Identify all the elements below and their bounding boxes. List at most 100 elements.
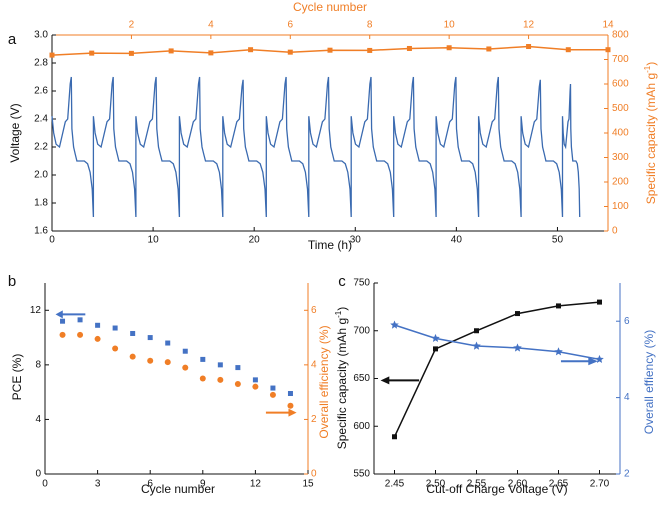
panel-a-y2tick-label: 400 — [612, 128, 629, 139]
panel-c-xtick-label: 2.65 — [549, 479, 569, 490]
panel-b-efficiency-point — [234, 380, 241, 387]
panel-b-efficiency-point — [112, 345, 119, 352]
panel-a-xtick-label: 0 — [49, 235, 55, 246]
panel-c-efficiency-point — [595, 354, 604, 363]
panel-a-y2tick-label: 700 — [612, 54, 629, 65]
panel-a-x2tick-label: 6 — [288, 20, 294, 31]
panel-a-xtick-label: 20 — [249, 235, 261, 246]
panel-a-y2tick-label: 200 — [612, 177, 629, 188]
panel-c-capacity-point — [556, 303, 561, 309]
panel-a-capacity-point — [89, 50, 95, 56]
panel-b-efficiency-point — [182, 364, 189, 371]
panel-a-y2tick-label: 0 — [612, 226, 618, 237]
panel-a-y2tick-label: 800 — [612, 30, 629, 41]
panel-c-y2label: Overall effiency (%) — [642, 330, 656, 434]
panel-c-ytick-label: 750 — [353, 278, 370, 289]
panel-a-x2tick-label: 4 — [208, 20, 214, 31]
panel-c-capacity-point — [392, 434, 397, 440]
panel-a-capacity-point — [526, 44, 532, 50]
panel-c-capacity-point — [515, 311, 520, 317]
panel-a-capacity-point — [486, 46, 492, 52]
panel-c-y2tick-label: 4 — [624, 392, 630, 403]
panel-b-y2label: Overall efficiency (%) — [317, 325, 331, 438]
panel-b-efficiency-point — [77, 331, 84, 338]
panel-a-x2tick-label: 14 — [602, 20, 614, 31]
panel-b-pce-point — [200, 356, 206, 362]
panel-b-efficiency-point — [164, 359, 171, 366]
panel-b-pce-point — [165, 340, 171, 346]
panel-b-pce-point — [130, 330, 136, 336]
panel-b-pce-arrowhead — [55, 310, 63, 319]
panel-a-voltage-curve — [51, 76, 581, 218]
panel-a-ytick-label: 2.4 — [34, 114, 48, 125]
panel-b-pce-point — [112, 325, 118, 331]
panel-b-y2tick-label: 2 — [311, 414, 317, 425]
panel-a-capacity-point — [565, 47, 571, 53]
panel-b-ytick-label: 12 — [30, 305, 42, 316]
panel-a-capacity-point — [605, 47, 611, 53]
panel-b-xtick-label: 6 — [147, 479, 153, 490]
panel-c-efficiency-point — [431, 333, 440, 342]
panel-a-y2label: Specific capacity (mAh g-1) — [643, 62, 659, 205]
panel-b-pce-point — [217, 362, 223, 368]
panel-b-efficiency-point — [94, 335, 101, 342]
panel-a-ytick-label: 2.8 — [34, 58, 48, 69]
panel-b-efficiency-point — [129, 353, 136, 360]
panel-a-xtick-label: 30 — [350, 235, 362, 246]
panel-a-capacity-point — [128, 50, 134, 56]
panel-b-efficiency-point — [287, 402, 294, 409]
panel-b-pce-point — [235, 365, 241, 371]
panel-b-xtick-label: 0 — [42, 479, 48, 490]
panel-label-b: b — [8, 273, 16, 290]
panel-a-y2tick-label: 300 — [612, 152, 629, 163]
panel-a-x2label: Cycle number — [293, 0, 367, 14]
panel-a-x2tick-label: 2 — [129, 20, 135, 31]
panel-b-y2tick-label: 6 — [311, 305, 317, 316]
panel-c-efficiency-line — [394, 324, 600, 361]
panel-c-capacity-line — [393, 301, 600, 438]
panel-c-xtick-label: 2.50 — [426, 479, 446, 490]
panel-c-ytick-label: 600 — [353, 421, 370, 432]
panel-a-ytick-label: 2.6 — [34, 86, 48, 97]
panel-a-capacity-point — [208, 50, 214, 56]
panel-a-capacity-point — [287, 49, 293, 55]
panel-b-efficiency-point — [217, 376, 224, 383]
panel-b-pce-point — [182, 348, 188, 354]
panel-c-efficiency-point — [554, 347, 563, 356]
panel-c-y2tick-label: 6 — [624, 316, 630, 327]
panel-a-capacity-point — [168, 48, 174, 54]
panel-b-ytick-label: 8 — [35, 359, 41, 370]
panel-b-ytick-label: 0 — [35, 469, 41, 480]
panel-a-xlabel: Time (h) — [308, 238, 352, 252]
panel-b-ytick-label: 4 — [35, 414, 41, 425]
panel-b-pce-point — [77, 317, 83, 323]
panel-a-ylabel: Voltage (V) — [8, 103, 22, 162]
panel-b-xtick-label: 3 — [95, 479, 101, 490]
panel-c-ytick-label: 650 — [353, 373, 370, 384]
panel-b-y2tick-label: 0 — [311, 469, 317, 480]
panel-c-capacity-arrowhead — [380, 376, 390, 385]
panel-b-efficiency-point — [147, 357, 154, 364]
panel-a-x2tick-label: 10 — [444, 20, 456, 31]
panel-b-ylabel: PCE (%) — [10, 354, 24, 401]
panel-c-efficiency-point — [390, 320, 399, 329]
panel-a-capacity-point — [49, 52, 55, 58]
panel-a-y2tick-label: 500 — [612, 103, 629, 114]
panel-a-ytick-label: 2.0 — [34, 170, 48, 181]
panel-c-xlabel: Cut-off Charge Voltage (V) — [426, 482, 567, 496]
panel-b-xtick-label: 9 — [200, 479, 206, 490]
panel-label-a: a — [8, 31, 17, 48]
panel-a-x2tick-label: 8 — [367, 20, 373, 31]
panel-b-pce-point — [147, 335, 153, 341]
panel-a-capacity-point — [327, 47, 333, 53]
panel-b-efficiency-point — [252, 383, 259, 390]
panel-c-ytick-label: 550 — [353, 469, 370, 480]
panel-b-pce-point — [252, 377, 258, 383]
panel-c-capacity-point — [597, 299, 602, 305]
panel-b-pce-point — [60, 318, 66, 324]
panel-c-y2tick-label: 2 — [624, 469, 630, 480]
panel-a-ytick-label: 2.2 — [34, 142, 48, 153]
panel-b-y2tick-label: 4 — [311, 359, 317, 370]
panel-a-capacity-point — [406, 45, 412, 51]
panel-a-ytick-label: 1.6 — [34, 226, 48, 237]
